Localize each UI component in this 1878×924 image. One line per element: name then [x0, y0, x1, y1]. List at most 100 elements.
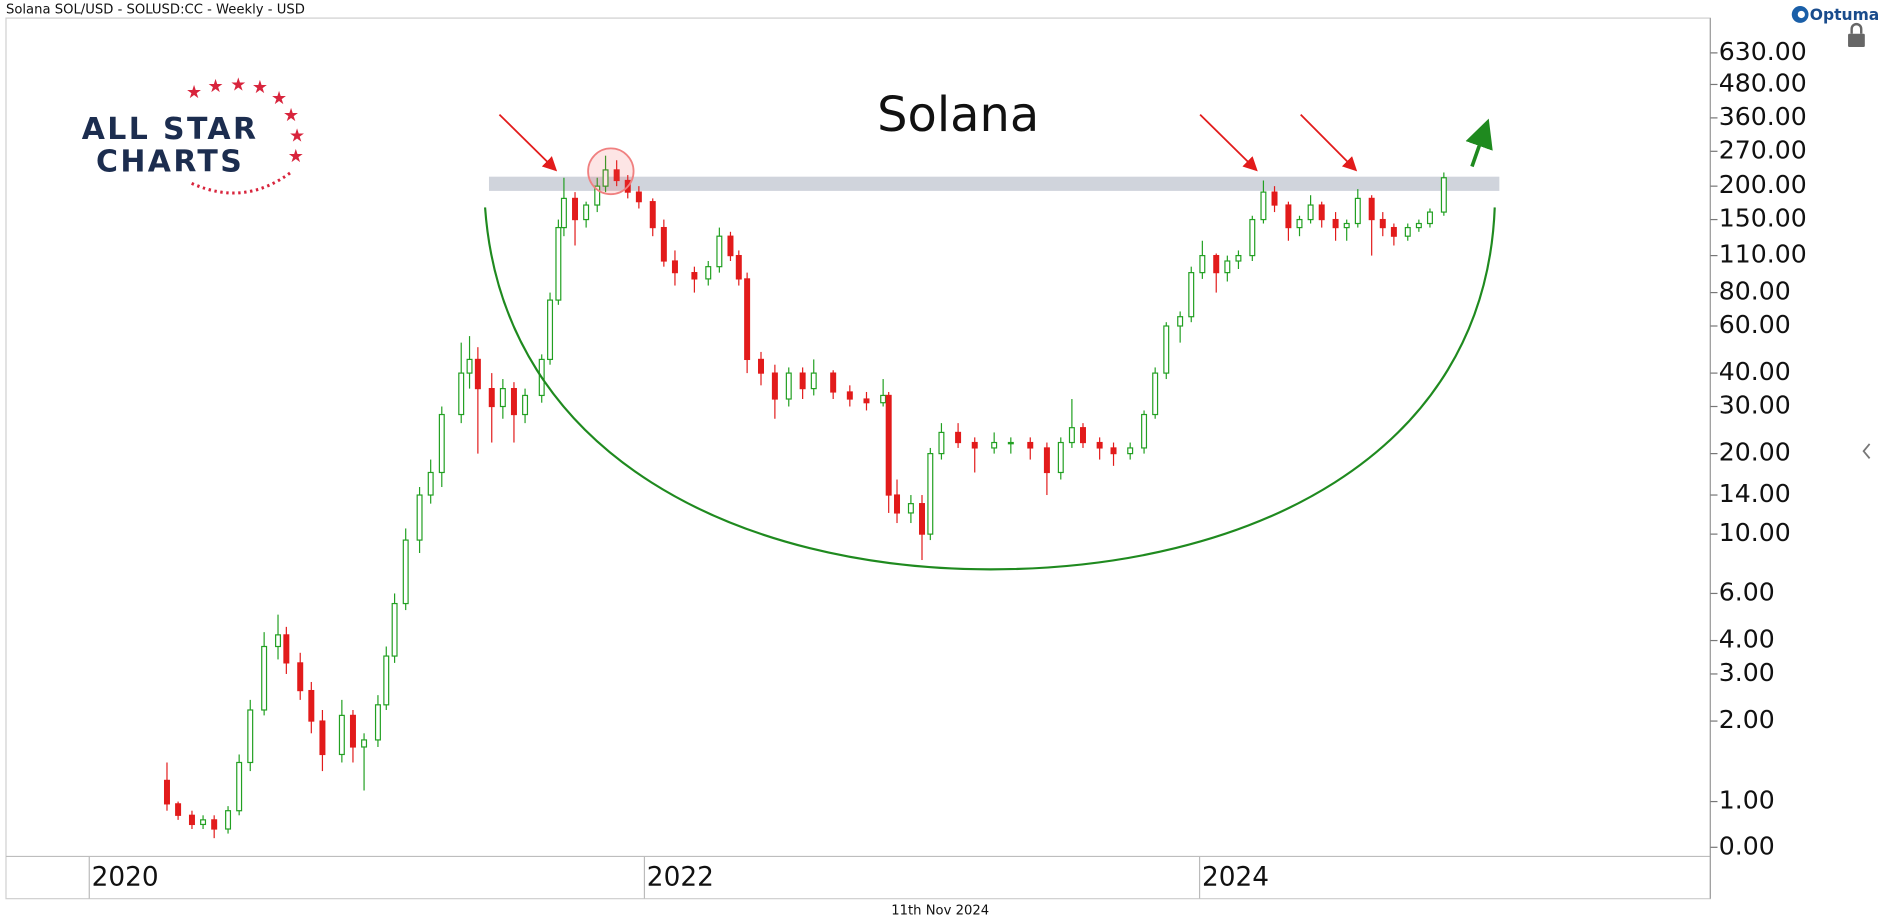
candle-body: [1332, 218, 1339, 229]
candle-body: [297, 662, 304, 692]
candle-body: [1426, 211, 1433, 225]
lock-shackle: [1850, 22, 1863, 34]
x-tick-label: 2022: [647, 862, 714, 893]
logo-star: ★: [208, 76, 224, 97]
brand-logo: Optuma: [1791, 6, 1878, 24]
candle-body: [830, 372, 837, 393]
candle-body: [758, 358, 764, 374]
candle-body: [1079, 427, 1086, 444]
y-tick-label: 150.00: [1719, 204, 1807, 233]
candle-body: [383, 655, 390, 706]
candle-body: [1440, 177, 1447, 213]
candle-body: [1271, 191, 1278, 206]
candle-body: [885, 394, 892, 496]
logo-star: ★: [271, 88, 287, 109]
candle-body: [188, 814, 195, 826]
candle-body: [649, 201, 656, 229]
candle-body: [458, 372, 465, 416]
candle-body: [613, 169, 620, 182]
logo-line2: CHARTS: [96, 144, 244, 179]
candle-body: [1224, 260, 1231, 274]
candle-body: [1260, 191, 1267, 221]
candle-body: [635, 191, 642, 203]
candle-body: [1096, 441, 1103, 449]
candle-body: [735, 254, 742, 280]
y-tick-label: 60.00: [1719, 310, 1791, 339]
candle-body: [438, 413, 445, 474]
candle-body: [1354, 197, 1361, 225]
candle-body: [863, 398, 870, 404]
candle-body: [572, 197, 579, 221]
candle-body: [1368, 197, 1375, 221]
candle-body: [907, 503, 914, 514]
candle-body: [402, 539, 409, 605]
collapse-toggle[interactable]: [1862, 443, 1871, 459]
candle-body: [1152, 372, 1159, 416]
y-tick-label: 360.00: [1719, 102, 1807, 131]
candle-body: [555, 226, 562, 301]
lock-body: [1848, 33, 1865, 48]
candle-body: [225, 810, 232, 830]
candle-body: [308, 689, 315, 722]
arrow-up: [1465, 118, 1493, 168]
candle-body: [919, 503, 925, 535]
candle-body: [810, 372, 817, 390]
candle-body: [799, 372, 806, 390]
logo-stars: ★ ★ ★ ★ ★ ★ ★ ★: [186, 75, 305, 167]
candle-body: [1285, 204, 1292, 229]
candle-body: [1043, 447, 1050, 474]
candle-body: [499, 388, 506, 408]
y-tick-label: 3.00: [1719, 658, 1775, 687]
candle-body: [846, 391, 853, 400]
candle-body: [1296, 218, 1303, 229]
candle-body: [691, 272, 698, 280]
logo-star: ★: [288, 146, 304, 167]
candle-body: [1141, 413, 1148, 449]
annotations: [483, 113, 1496, 571]
candle-body: [510, 388, 517, 416]
candle-body: [211, 819, 218, 830]
candle-body: [1110, 447, 1117, 455]
brand-icon-hole: [1797, 10, 1805, 19]
candle-body: [1199, 254, 1206, 274]
x-tick-label: 2020: [92, 862, 159, 893]
candle-body: [466, 358, 473, 374]
cup-arc: [483, 207, 1496, 571]
candle-body: [716, 235, 723, 268]
candle-body: [1343, 222, 1350, 229]
candle-body: [771, 372, 778, 400]
candle-body: [488, 388, 495, 408]
candle-body: [1404, 226, 1411, 237]
candle-body: [1318, 204, 1325, 221]
candle-body: [727, 235, 734, 257]
candle-body: [1007, 441, 1014, 445]
chart-date: 11th Nov 2024: [891, 904, 989, 919]
candle-body: [602, 169, 609, 187]
lock-icon: [1848, 22, 1865, 48]
y-tick-label: 480.00: [1719, 68, 1807, 97]
y-tick-label: 14.00: [1719, 479, 1791, 508]
candle-body: [971, 441, 978, 449]
candle-body: [522, 394, 529, 416]
candle-body: [1068, 427, 1075, 444]
logo-line1: ALL STAR: [82, 112, 259, 147]
logo-star: ★: [230, 75, 246, 96]
y-tick-label: 200.00: [1719, 170, 1807, 199]
chart-header: Solana SOL/USD - SOLUSD:CC - Weekly - US…: [6, 3, 305, 18]
y-tick-label: 0.00: [1719, 831, 1775, 860]
highlight-circle: [587, 147, 635, 196]
candle-body: [1379, 218, 1386, 229]
candle-body: [427, 471, 434, 496]
candle-body: [1235, 254, 1242, 262]
candles: [163, 155, 1447, 839]
candle-body: [991, 441, 998, 449]
candle-body: [547, 299, 554, 361]
candle-body: [785, 372, 792, 400]
candle-body: [1057, 441, 1064, 474]
candle-body: [474, 358, 481, 390]
y-tick-label: 80.00: [1719, 277, 1791, 306]
candle-body: [1213, 254, 1220, 274]
